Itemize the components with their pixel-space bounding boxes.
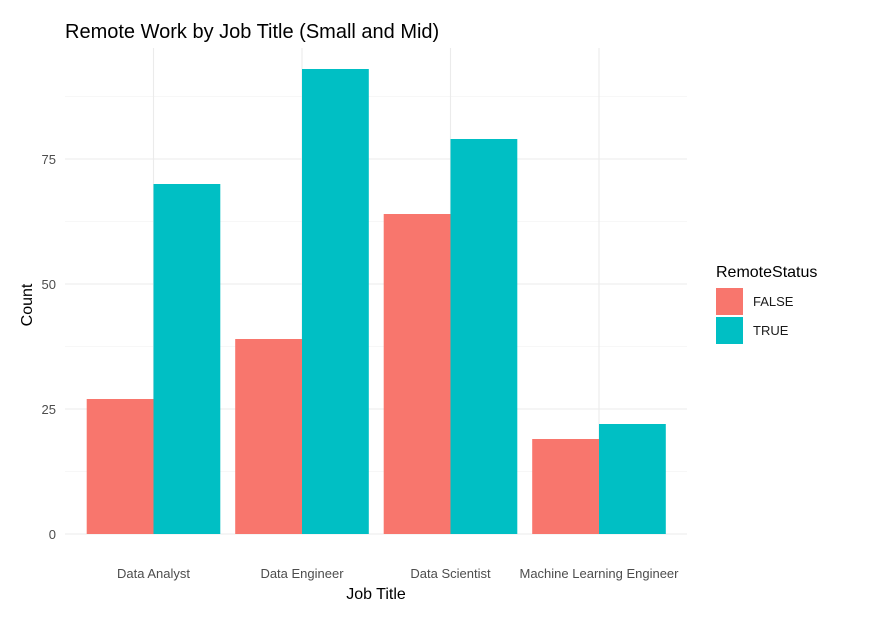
legend-key-true: [716, 317, 743, 344]
bar-true-data-scientist: [450, 139, 518, 534]
x-tick-label: Data Analyst: [117, 566, 190, 581]
bar-false-data-engineer: [235, 339, 302, 534]
bar-false-data-scientist: [383, 214, 451, 534]
y-tick-label: 25: [42, 402, 56, 417]
legend-items: FALSE TRUE: [716, 288, 794, 344]
bar-false-machine-learning-engineer: [532, 439, 599, 534]
legend: RemoteStatus FALSE TRUE: [716, 264, 817, 344]
y-axis-title: Count: [19, 283, 36, 326]
legend-key-false: [716, 288, 743, 315]
ticks-layer: 0 25 50 75 Data Analyst Data Engineer Data Sci…: [42, 152, 680, 581]
y-tick-label: 0: [49, 527, 56, 542]
bars-layer: [86, 69, 666, 534]
bar-false-data-analyst: [86, 399, 154, 534]
x-tick-label: Data Engineer: [260, 566, 344, 581]
legend-title: RemoteStatus: [716, 264, 817, 281]
y-tick-label: 75: [42, 152, 56, 167]
y-tick-label: 50: [42, 277, 56, 292]
legend-label-false: FALSE: [753, 294, 794, 309]
chart-title: Remote Work by Job Title (Small and Mid): [65, 21, 439, 43]
bar-true-machine-learning-engineer: [599, 424, 666, 534]
x-tick-label: Machine Learning Engineer: [520, 566, 680, 581]
x-tick-label: Data Scientist: [410, 566, 491, 581]
legend-label-true: TRUE: [753, 323, 789, 338]
bar-true-data-analyst: [153, 184, 221, 534]
x-axis-title: Job Title: [346, 586, 406, 603]
bar-true-data-engineer: [302, 69, 369, 534]
